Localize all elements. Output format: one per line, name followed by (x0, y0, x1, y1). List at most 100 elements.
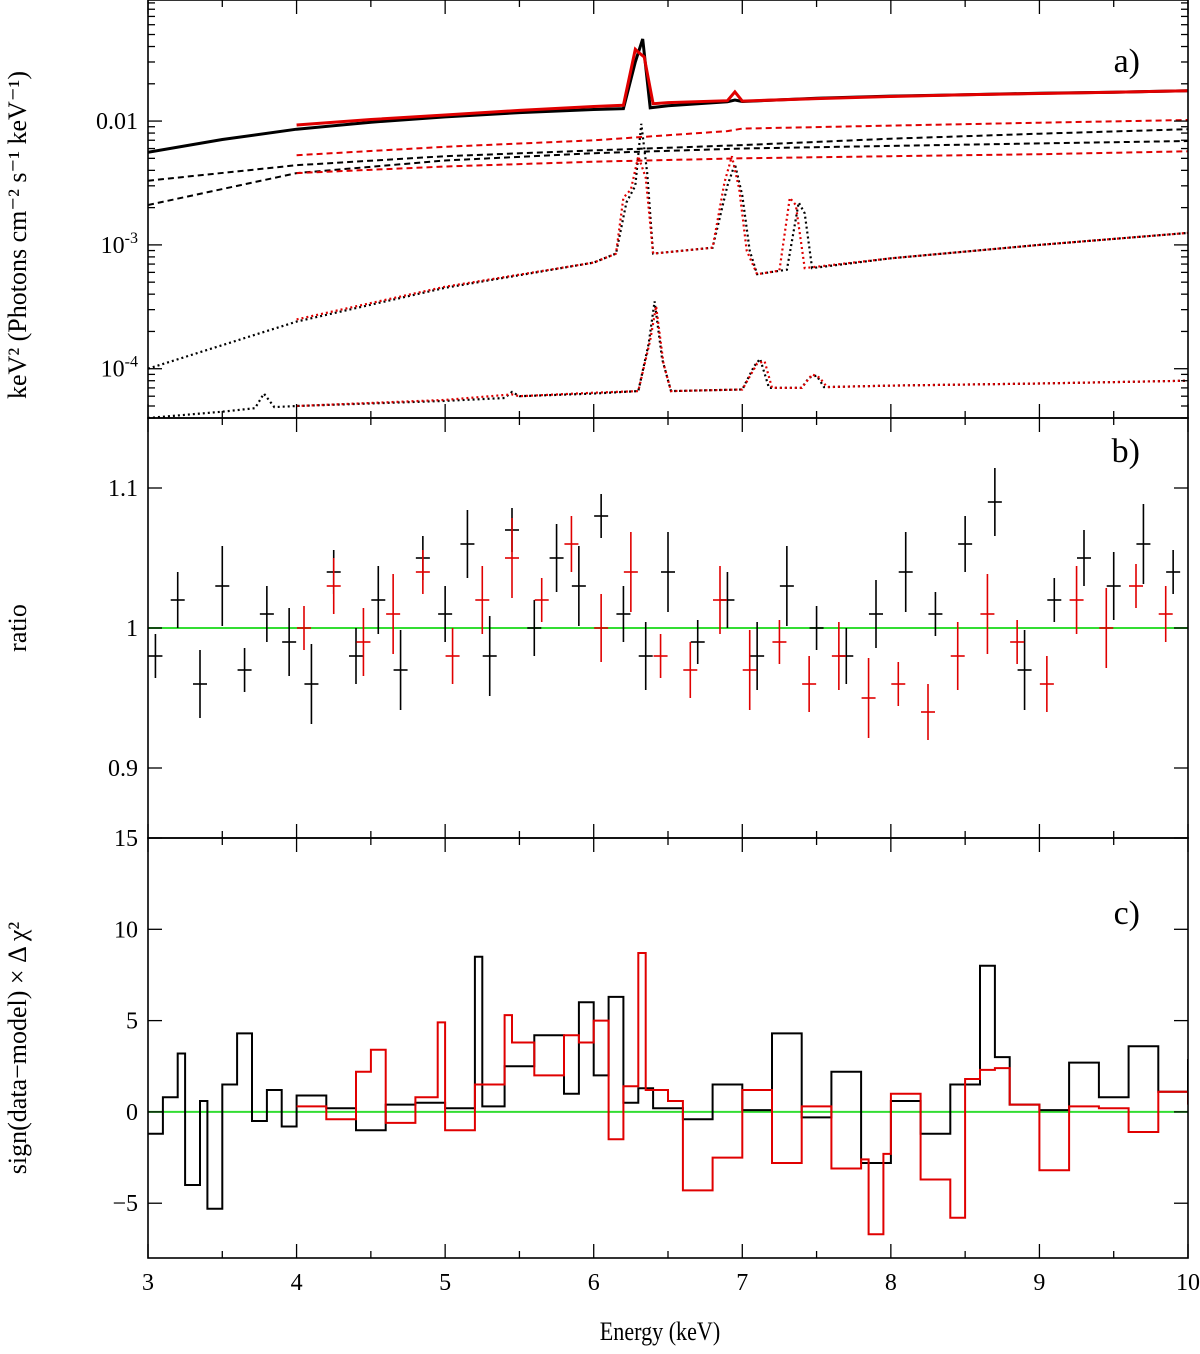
ratio-point-red (594, 594, 609, 662)
spectrum-series-data-red (296, 46, 1188, 127)
ratio-point-black (549, 524, 564, 592)
ratio-point-black (237, 648, 252, 692)
ratio-point-black (170, 572, 185, 628)
x-tick-label: 4 (291, 1270, 303, 1296)
ratio-point-red (742, 630, 757, 710)
y-tick-label-c: −5 (112, 1191, 138, 1217)
ratio-point-red (1069, 566, 1084, 634)
ratio-point-red (1099, 588, 1114, 668)
y-tick-label-b: 1 (126, 616, 138, 642)
ratio-point-red (475, 566, 490, 634)
ratio-point-black (393, 630, 408, 710)
x-tick-label: 10 (1176, 1270, 1200, 1296)
x-tick-label: 3 (142, 1270, 154, 1296)
ratio-point-black (661, 532, 675, 612)
y-axis-title-top: keV² (Photons cm⁻² s⁻¹ keV⁻¹) (3, 71, 32, 399)
ratio-point-red (950, 622, 965, 690)
ratio-point-black (259, 586, 274, 642)
ratio-point-red (1129, 564, 1143, 608)
y-tick-label-b: 0.9 (108, 756, 138, 782)
ratio-point-red (623, 532, 638, 612)
ratio-point-black (594, 494, 609, 538)
x-tick-label: 9 (1033, 1270, 1045, 1296)
panel-b-label: b) (1112, 433, 1140, 470)
ratio-point-red (386, 574, 401, 654)
residual-series-red (296, 952, 1188, 1236)
ratio-point-black (1106, 552, 1121, 620)
spectrum-series-lines-black (148, 301, 1188, 418)
residual-series-black (148, 955, 1188, 1210)
ratio-point-black (869, 580, 883, 648)
ratio-point-red (1039, 656, 1054, 712)
ratio-point-black (1077, 530, 1091, 586)
ratio-point-red (802, 656, 817, 712)
panel-c-label: c) (1114, 895, 1140, 932)
spectrum-series-comp-red-1 (296, 119, 1188, 157)
ratio-point-black (750, 622, 765, 690)
ratio-point-red (1010, 620, 1025, 664)
x-tick-label: 5 (439, 1270, 451, 1296)
panel-frame-a (147, 0, 1189, 419)
ratio-point-black (215, 546, 230, 626)
ratio-point-red (683, 642, 698, 698)
ratio-point-red (831, 622, 846, 690)
x-tick-label: 6 (588, 1270, 600, 1296)
x-axis-title: Energy (keV) (600, 1318, 720, 1346)
spectrum-series-comp-red-2 (296, 150, 1188, 175)
y-tick-label-a: 10-4 (101, 354, 138, 383)
x-tick-label: 8 (885, 1270, 897, 1296)
ratio-point-red (356, 608, 371, 676)
ratio-point-red (326, 558, 341, 614)
y-tick-label-c: 5 (126, 1009, 138, 1035)
ratio-point-black (304, 644, 319, 724)
ratio-point-black (349, 628, 363, 684)
ratio-point-black (282, 608, 297, 676)
ratio-point-black (958, 516, 973, 572)
panel-c: −5 0 5 10 15 3 4 5 6 7 8 9 10 (112, 826, 1200, 1296)
panel-frames (147, 0, 1189, 1259)
ratio-point-black (987, 468, 1002, 536)
panel-a: 10-4 10-3 0.01 (96, 0, 1189, 419)
y-axis-title-bottom: sign(data−model) × Δ χ² (3, 922, 32, 1175)
ratio-point-red (534, 578, 549, 622)
spectrum-series-comp-black-2 (148, 140, 1188, 206)
ratio-point-black (928, 592, 943, 636)
ratio-point-red (1158, 586, 1173, 642)
y-axis-title-mid: ratio (3, 604, 32, 652)
ratio-point-black (616, 586, 631, 642)
ratio-point-red (653, 634, 668, 678)
ratio-point-red (445, 628, 460, 684)
ratio-point-red (861, 658, 876, 738)
y-tick-label-c: 0 (126, 1100, 138, 1126)
ratio-point-black (438, 586, 453, 642)
ratio-point-black (371, 566, 386, 634)
ratio-point-black (779, 546, 794, 626)
ratio-point-black (898, 532, 913, 612)
spectrum-series-lines-red (296, 306, 1188, 408)
spectrum-series-comp-black-1 (148, 128, 1188, 182)
y-tick-label-a: 10-3 (101, 230, 138, 259)
ratio-point-black (638, 622, 653, 690)
ratio-point-black (809, 606, 824, 650)
panel-a-label: a) (1114, 43, 1140, 80)
panel-b: 0.9 1 1.1 (108, 418, 1189, 838)
ratio-point-black (571, 546, 586, 626)
ratio-point-black (1047, 578, 1062, 622)
ratio-point-red (297, 606, 311, 650)
ratio-point-red (891, 662, 906, 706)
y-tick-label-c: 10 (114, 917, 138, 943)
y-tick-label-c: 15 (114, 826, 138, 852)
ratio-point-red (772, 620, 787, 664)
ratio-point-black (148, 634, 163, 678)
ratio-point-red (505, 518, 519, 598)
ratio-point-red (713, 566, 727, 634)
spectrum-series-reflection-red (296, 152, 1188, 321)
ratio-point-black (460, 510, 475, 578)
ratio-point-black (527, 600, 542, 656)
ratio-point-black (690, 620, 705, 664)
spectrum-series-reflection-black (148, 123, 1188, 370)
ratio-point-black (193, 650, 207, 718)
ratio-point-black (1136, 504, 1151, 584)
x-tick-label: 7 (736, 1270, 748, 1296)
